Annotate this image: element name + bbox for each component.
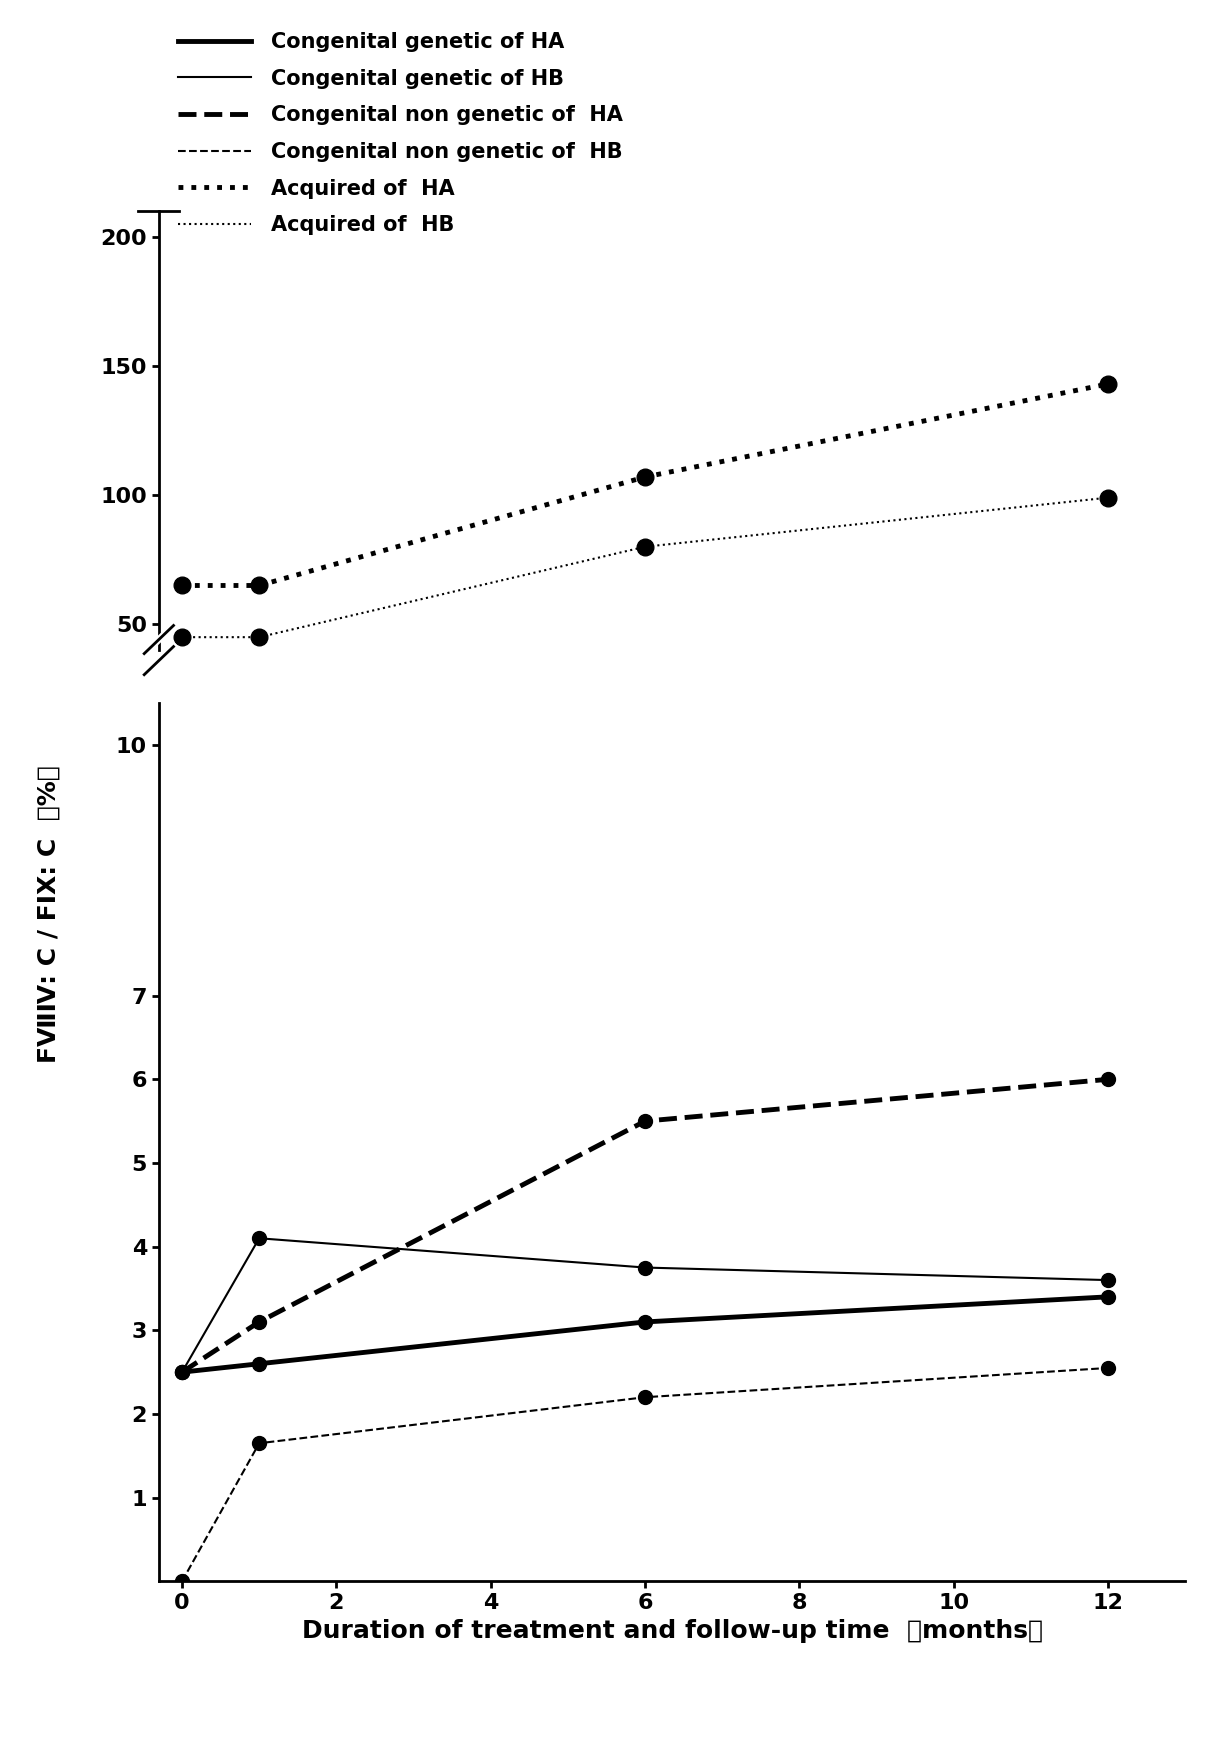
X-axis label: Duration of treatment and follow-up time  （months）: Duration of treatment and follow-up time… [302,1618,1042,1643]
Legend: Congenital genetic of HA, Congenital genetic of HB, Congenital non genetic of  H: Congenital genetic of HA, Congenital gen… [170,23,632,244]
Text: FⅦⅣ: C / FIX: C  （%）: FⅦⅣ: C / FIX: C （%） [37,764,61,1063]
